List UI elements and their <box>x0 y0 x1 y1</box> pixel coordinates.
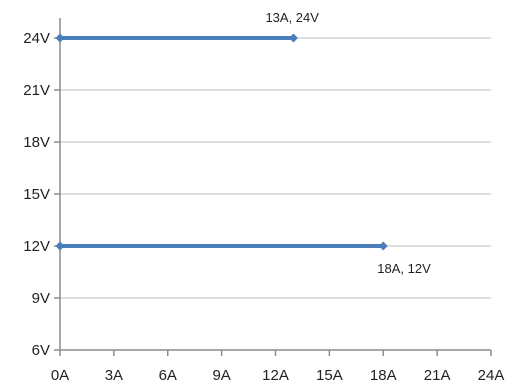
x-tick-label: 15A <box>316 367 343 384</box>
y-tick-label: 9V <box>32 290 50 307</box>
data-label: 13A, 24V <box>265 10 319 25</box>
y-tick-label: 24V <box>23 30 50 47</box>
data-point-marker <box>55 33 65 43</box>
x-tick-label: 9A <box>212 367 230 384</box>
y-tick-label: 21V <box>23 82 50 99</box>
x-tick-label: 18A <box>370 367 397 384</box>
tick-labels: 6V 9V 12V 15V 18V 21V 24V 0A 3A 6A 9A 12A 15A 18A 21A 2… <box>23 30 504 384</box>
y-tick-label: 12V <box>23 238 50 255</box>
y-tick-label: 18V <box>23 134 50 151</box>
x-tick-label: 0A <box>51 367 69 384</box>
x-tick-label: 21A <box>424 367 451 384</box>
gridlines <box>60 37 491 299</box>
data-point-marker <box>55 241 65 251</box>
x-tick-label: 24A <box>478 367 505 384</box>
data-point-marker <box>288 33 298 43</box>
x-tick-label: 12A <box>262 367 289 384</box>
y-tick-label: 6V <box>32 342 50 359</box>
data-label: 18A, 12V <box>377 261 431 276</box>
x-tick-label: 6A <box>159 367 177 384</box>
x-tick-label: 3A <box>105 367 123 384</box>
series-group: 13A, 24V 18A, 12V <box>55 10 431 276</box>
axis-ticks <box>54 37 492 356</box>
data-point-marker <box>378 241 388 251</box>
y-tick-label: 15V <box>23 186 50 203</box>
